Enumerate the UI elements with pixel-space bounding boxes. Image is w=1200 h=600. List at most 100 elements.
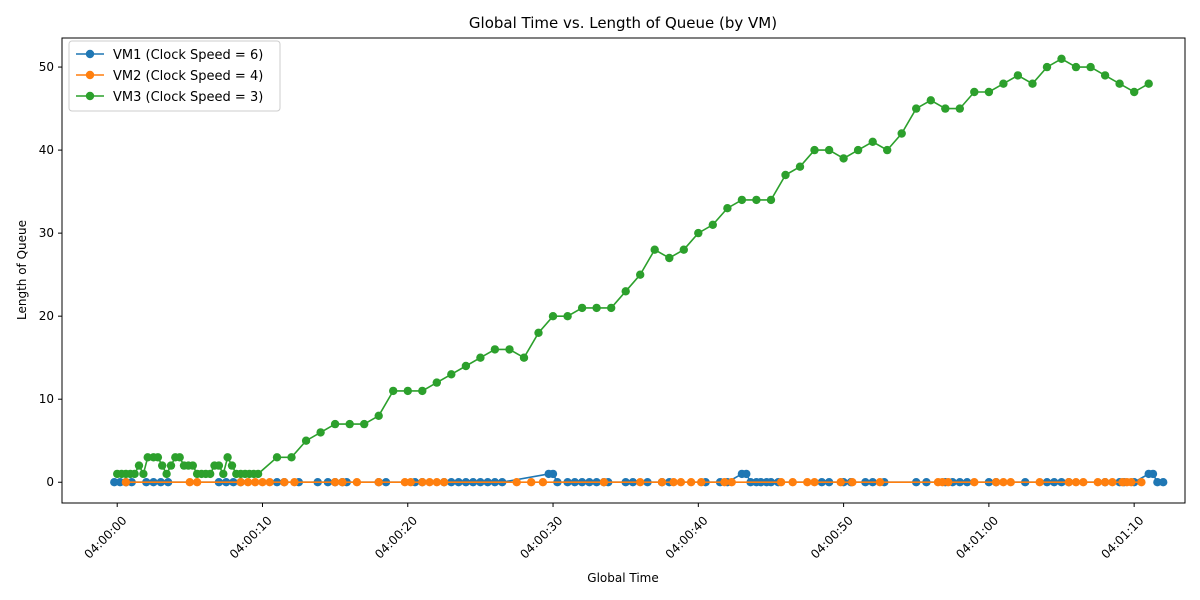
y-tick-label: 0 — [46, 475, 54, 489]
series-vm2-point — [538, 478, 548, 487]
series-vm2-point — [676, 478, 686, 487]
series-vm2-point — [788, 478, 797, 487]
series-vm3-line — [117, 57, 1150, 477]
series-vm3 — [113, 54, 1153, 479]
legend-vm1-label: VM1 (Clock Speed = 6) — [113, 48, 263, 63]
series-vm3-point — [665, 253, 674, 263]
series-vm3-point — [824, 145, 834, 155]
series-vm2-point — [1127, 478, 1136, 487]
legend-vm2-label: VM2 (Clock Speed = 4) — [113, 69, 263, 84]
series-vm2-point — [970, 478, 979, 487]
series-vm3-point — [253, 469, 263, 479]
series-vm3-point — [897, 129, 906, 138]
series-vm2-point — [400, 478, 410, 487]
series-vm3-point — [548, 312, 558, 321]
series-vm3-point — [1013, 71, 1023, 80]
series-layer — [110, 54, 1168, 487]
series-vm2-point — [727, 478, 736, 487]
series-vm3-point — [219, 469, 228, 479]
legend-vm3-marker — [85, 91, 95, 101]
series-vm2-point — [1035, 478, 1044, 487]
series-vm2-point — [352, 478, 362, 487]
series-vm3-point — [795, 162, 805, 171]
series-vm3-point — [534, 328, 543, 337]
series-vm3-point — [461, 361, 471, 371]
series-vm3-point — [1144, 79, 1153, 88]
series-vm2-point — [810, 478, 819, 487]
series-vm2-point — [527, 478, 536, 487]
series-vm1-point — [1153, 478, 1162, 487]
y-tick-label: 40 — [39, 143, 54, 157]
x-tick-label: 04:00:10 — [227, 513, 275, 561]
series-vm1-point — [110, 478, 119, 487]
series-vm2-point — [425, 478, 434, 487]
series-vm3-point — [139, 469, 148, 479]
series-vm3-point — [577, 303, 587, 313]
series-vm2-point — [999, 478, 1008, 487]
series-vm3-point — [621, 287, 630, 296]
series-vm2-point — [599, 478, 609, 487]
series-vm2-point — [1079, 478, 1088, 487]
x-tick-label: 04:00:30 — [517, 513, 565, 561]
series-vm3-point — [287, 453, 296, 462]
x-tick-label: 04:01:00 — [953, 513, 1001, 561]
series-vm3-point — [926, 96, 935, 105]
series-vm1-point — [1148, 469, 1158, 479]
series-vm3-point — [206, 469, 215, 479]
series-vm2-point — [280, 478, 289, 487]
series-vm3-point — [810, 145, 819, 155]
series-vm2-point — [1108, 478, 1117, 487]
series-vm3-point — [563, 312, 572, 321]
series-vm2-point — [686, 478, 696, 487]
legend-vm3-label: VM3 (Clock Speed = 3) — [113, 90, 263, 105]
series-vm3-point — [592, 303, 601, 313]
series-vm2-point — [1064, 478, 1074, 487]
series-vm3-point — [505, 345, 514, 354]
series-vm3-point — [941, 104, 950, 113]
legend-vm2-marker — [85, 70, 95, 80]
series-vm2-point — [236, 478, 245, 487]
series-vm3-point — [1130, 87, 1139, 97]
series-vm3-point — [272, 453, 282, 462]
series-vm3-point — [970, 87, 979, 97]
series-vm2-point — [406, 478, 415, 487]
y-tick-label: 10 — [39, 392, 54, 406]
series-vm2-point — [803, 478, 812, 487]
series-vm3-point — [301, 436, 311, 445]
series-vm2-point — [192, 478, 202, 487]
series-vm3-point — [162, 469, 171, 479]
series-vm3-point — [883, 145, 892, 155]
series-vm3-point — [912, 104, 921, 113]
series-vm2-point — [512, 478, 521, 487]
series-vm3-point — [1115, 79, 1124, 88]
y-tick-label: 20 — [39, 309, 54, 323]
series-vm3-point — [766, 195, 776, 205]
series-vm3-point — [1071, 62, 1081, 72]
series-vm3-point — [708, 220, 717, 229]
series-vm2 — [121, 478, 1146, 487]
series-vm2-point — [944, 478, 953, 487]
series-vm3-point — [519, 353, 529, 362]
series-vm3-point — [134, 461, 144, 470]
series-vm3-point — [223, 453, 232, 462]
series-vm1-point — [548, 469, 558, 479]
series-vm3-point — [607, 303, 616, 313]
series-vm1-point — [115, 478, 125, 487]
series-vm1-point — [1159, 478, 1168, 487]
series-vm3-point — [650, 245, 659, 254]
series-vm2-point — [657, 478, 667, 487]
y-axis: 0 10 20 30 40 50 — [39, 60, 62, 489]
series-vm2-point — [938, 478, 947, 487]
series-vm3-point — [432, 378, 441, 387]
series-vm3-point — [143, 453, 152, 462]
series-vm3-point — [868, 137, 877, 146]
series-vm3-point — [752, 195, 761, 205]
series-vm2-point — [418, 478, 427, 487]
series-vm2-point — [330, 478, 340, 487]
legend-box — [68, 40, 281, 112]
series-vm2-point — [1093, 478, 1103, 487]
series-vm2-point — [1100, 478, 1110, 487]
series-vm3-point — [403, 386, 412, 396]
series-vm2-point — [776, 478, 786, 487]
